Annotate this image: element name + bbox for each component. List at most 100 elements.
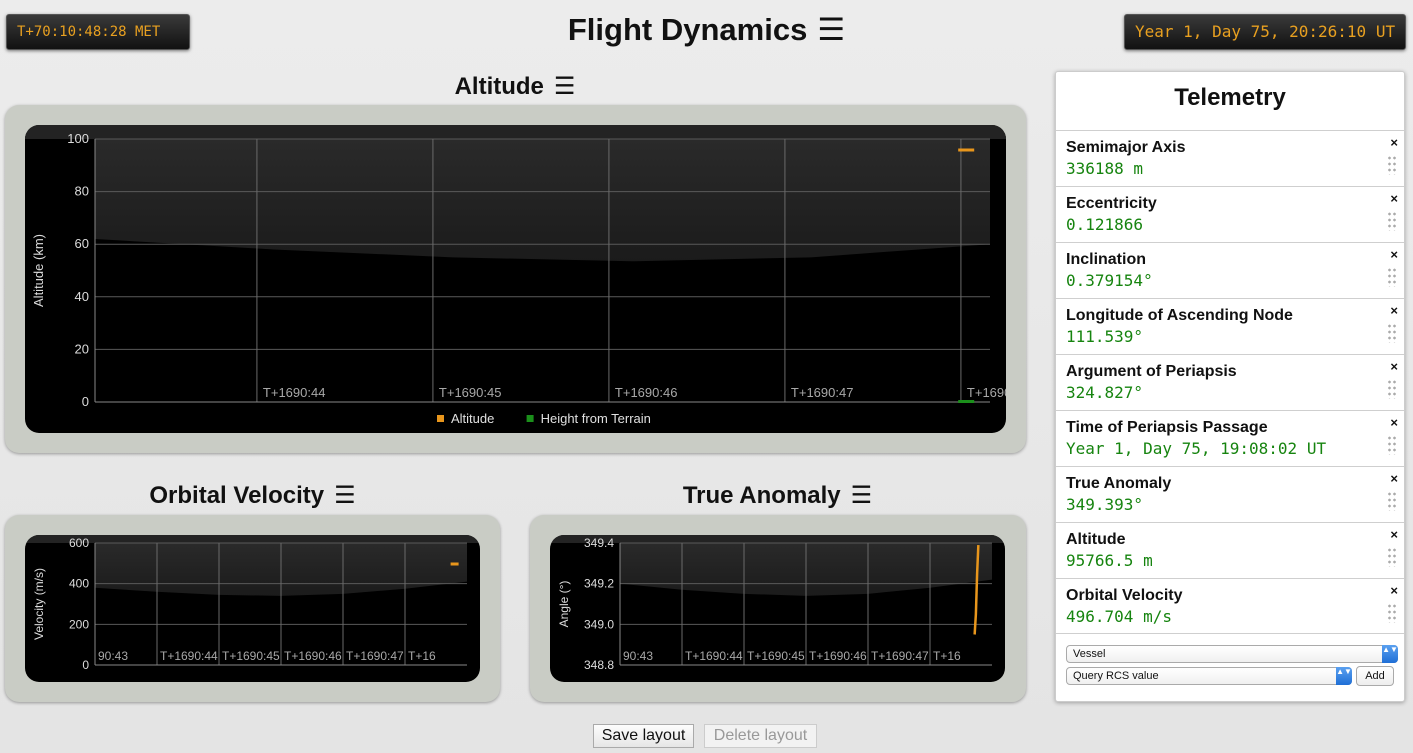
telemetry-label: Semimajor Axis [1066,139,1186,156]
y-tick-label: 40 [75,289,89,304]
telemetry-row[interactable]: Argument of Periapsis 324.827° × [1056,354,1404,410]
drag-handle-icon[interactable] [1387,267,1397,287]
query-select[interactable]: Query RCS value ▲▼ [1066,667,1352,685]
drag-handle-icon[interactable] [1387,379,1397,399]
telemetry-value: 111.539° [1066,327,1144,346]
drag-handle-icon[interactable] [1387,211,1397,231]
velocity-chart: 0 200 400 600 90:43 T+1690:44 T+1690:45 T+1690:… [25,535,480,682]
telemetry-label: Altitude [1066,531,1126,548]
velocity-title-text: Orbital Velocity [149,482,325,509]
add-button[interactable]: Add [1356,666,1394,686]
telemetry-label: Time of Periapsis Passage [1066,419,1268,436]
sky-band [550,535,1005,543]
y-tick-label: 60 [75,236,89,251]
telemetry-row[interactable]: Eccentricity 0.121866 × [1056,186,1404,242]
x-tick-label: T+1690:48 [967,385,1006,400]
legend-label: Height from Terrain [541,411,651,426]
remove-row-icon[interactable]: × [1390,471,1398,486]
telemetry-row[interactable]: Orbital Velocity 496.704 m/s × [1056,578,1404,634]
x-tick-label: T+1690:46 [615,385,678,400]
legend-swatch [437,415,444,422]
telemetry-label: Argument of Periapsis [1066,363,1237,380]
drag-handle-icon[interactable] [1387,155,1397,175]
x-tick-label: T+16 [933,649,961,663]
altitude-menu-icon[interactable]: ☰ [553,73,576,100]
y-tick-label: 349.2 [584,577,614,591]
remove-row-icon[interactable]: × [1390,527,1398,542]
y-tick-label: 400 [69,577,89,591]
anomaly-chart-frame: 348.8 349.0 349.2 349.4 90:43 T+1690:44 T+1690… [530,515,1026,702]
telemetry-label: True Anomaly [1066,475,1172,492]
telemetry-panel: Telemetry Semimajor Axis 336188 m × Eccentr… [1055,71,1405,702]
save-layout-button[interactable]: Save layout [593,724,694,748]
x-tick-label: T+1690:45 [222,649,280,663]
page-title-text: Flight Dynamics [567,12,808,47]
telemetry-list: Semimajor Axis 336188 m × Eccentricity 0.121… [1056,130,1404,634]
altitude-chart-frame: 0 20 40 60 80 100 T+1690:44 T+1690:45 T+1690:46 T… [5,105,1026,453]
remove-row-icon[interactable]: × [1390,247,1398,262]
x-tick-label: T+1690:47 [791,385,854,400]
x-tick-label: T+1690:44 [160,649,218,663]
series-line [973,544,980,635]
remove-row-icon[interactable]: × [1390,415,1398,430]
telemetry-value: 95766.5 m [1066,551,1153,570]
drag-handle-icon[interactable] [1387,603,1397,623]
sky-band [25,535,480,543]
drag-handle-icon[interactable] [1387,435,1397,455]
telemetry-value: 496.704 m/s [1066,607,1172,626]
x-tick-label: T+1690:45 [747,649,805,663]
remove-row-icon[interactable]: × [1390,135,1398,150]
y-axis-label: Angle (°) [557,581,571,628]
telemetry-row[interactable]: Longitude of Ascending Node 111.539° × [1056,298,1404,354]
telemetry-row[interactable]: Semimajor Axis 336188 m × [1056,130,1404,186]
y-tick-label: 20 [75,341,89,356]
x-tick-label: T+1690:44 [263,385,326,400]
telemetry-value: 336188 m [1066,159,1144,178]
x-tick-label: T+16 [408,649,436,663]
y-tick-label: 600 [69,536,89,550]
telemetry-title: Telemetry [1174,84,1286,111]
remove-row-icon[interactable]: × [1390,191,1398,206]
x-tick-label: T+1690:47 [871,649,929,663]
sky-band [25,125,1006,139]
velocity-chart-frame: 0 200 400 600 90:43 T+1690:44 T+1690:45 T+1690:… [5,515,500,702]
telemetry-row[interactable]: Inclination 0.379154° × [1056,242,1404,298]
drag-handle-icon[interactable] [1387,323,1397,343]
velocity-chart-title: Orbital Velocity ☰ [0,481,505,510]
y-tick-label: 349.0 [584,617,614,631]
remove-row-icon[interactable]: × [1390,303,1398,318]
altitude-chart: 0 20 40 60 80 100 T+1690:44 T+1690:45 T+1690:46 T… [25,125,1006,433]
y-axis-label: Altitude (km) [31,234,46,307]
drag-handle-icon[interactable] [1387,547,1397,567]
delete-layout-button[interactable]: Delete layout [704,724,817,748]
select-arrows-icon: ▲▼ [1382,645,1398,663]
vessel-select[interactable]: Vessel ▲▼ [1066,645,1398,663]
x-tick-label: T+1690:46 [809,649,867,663]
x-tick-label: T+1690:46 [284,649,342,663]
page-menu-icon[interactable]: ☰ [817,12,846,47]
x-tick-label: 90:43 [623,649,653,663]
telemetry-row[interactable]: Altitude 95766.5 m × [1056,522,1404,578]
telemetry-value: 349.393° [1066,495,1144,514]
y-axis-label: Velocity (m/s) [32,568,46,640]
remove-row-icon[interactable]: × [1390,359,1398,374]
velocity-chart-svg: 0 200 400 600 90:43 T+1690:44 T+1690:45 T+1690:… [25,535,480,672]
telemetry-row[interactable]: Time of Periapsis Passage Year 1, Day 75,… [1056,410,1404,466]
telemetry-row[interactable]: True Anomaly 349.393° × [1056,466,1404,522]
legend-label: Altitude [451,411,494,426]
velocity-menu-icon[interactable]: ☰ [334,482,356,509]
telemetry-label: Eccentricity [1066,195,1157,212]
drag-handle-icon[interactable] [1387,491,1397,511]
anomaly-chart-title: True Anomaly ☰ [525,481,1030,510]
altitude-chart-svg: 0 20 40 60 80 100 T+1690:44 T+1690:45 T+1690:46 T… [25,125,1006,426]
telemetry-label: Orbital Velocity [1066,587,1183,604]
y-tick-label: 0 [82,394,89,409]
y-tick-label: 349.4 [584,536,614,550]
remove-row-icon[interactable]: × [1390,583,1398,598]
legend-swatch [526,415,534,422]
telemetry-value: 0.121866 [1066,215,1144,234]
telemetry-label: Longitude of Ascending Node [1066,307,1293,324]
anomaly-menu-icon[interactable]: ☰ [850,482,873,509]
x-tick-label: 90:43 [98,649,128,663]
anomaly-chart: 348.8 349.0 349.2 349.4 90:43 T+1690:44 T+1690… [550,535,1005,682]
